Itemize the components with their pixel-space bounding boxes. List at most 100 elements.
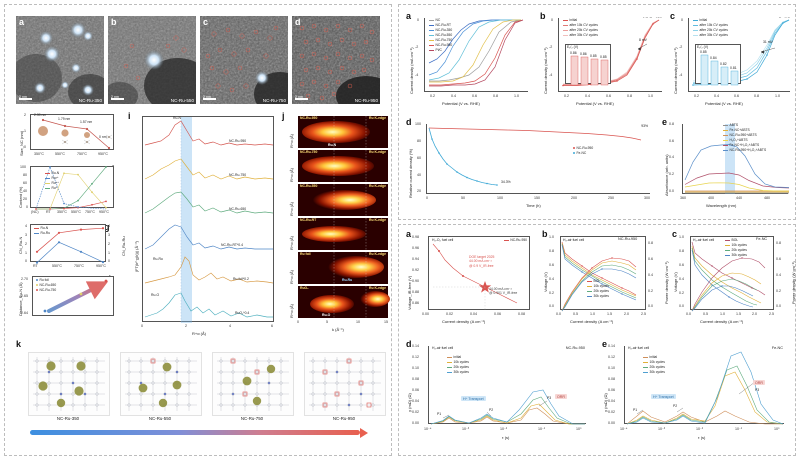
right-d-ytick-1: 40 xyxy=(417,173,421,177)
legend-item: 30k cycles xyxy=(643,370,665,375)
panel-j-ylabel-4: R+α (Å) xyxy=(289,270,294,284)
right4-d-xtick-3: 10⁻¹ xyxy=(538,427,546,431)
legend-swatch xyxy=(643,366,648,368)
legend-item: Fe-NC+H₂O₂+ABTS xyxy=(723,143,766,148)
right3-b-ytickr-0: 0.0 xyxy=(648,304,653,308)
right3-c-xlabel: Current density (A cm⁻²) xyxy=(700,319,744,324)
panel-f-ytick-5: 100 xyxy=(20,165,26,169)
legend-label: 30k cycles xyxy=(649,369,665,374)
right-c-legend: initial after 10k CV cycles after 20k CV… xyxy=(693,18,728,38)
legend-swatch xyxy=(429,49,434,51)
right-b-annotation: 8 mV xyxy=(639,38,647,42)
panel-i-xtick-1: 2 xyxy=(185,324,187,328)
right4-e-ytick-1: 0.02 xyxy=(608,410,615,414)
panel-f-plot: Ru-N Ru³⁺ Ru⁴⁺ Ru⁰ xyxy=(30,166,114,210)
scalebar-b xyxy=(111,98,124,100)
right4-e-xtick-2: 10⁻² xyxy=(696,427,704,431)
right4-d-tag-orr: ORR xyxy=(555,394,567,399)
right3-a-xtick-0: 0.00 xyxy=(422,312,429,316)
right-c-inset-ylabel: E₁/₂ (V) xyxy=(697,45,709,49)
right4-d-legend: initial 10k cycles 20k cycles 30k cycles xyxy=(447,355,469,375)
stem-image-c: c NC-Ru-750 2 nm xyxy=(200,16,288,104)
legend-label: NC-Ru-950 xyxy=(510,238,527,242)
wavelet-edge-0: Ru K-edge xyxy=(369,116,386,120)
legend-label: Ru⁴⁺ xyxy=(51,180,59,185)
legend-swatch xyxy=(563,29,568,31)
right3-c-ytick-1: 0.2 xyxy=(679,291,684,295)
right-e-ytick-4: 0.8 xyxy=(669,122,674,126)
right-b-xtick-2: 0.6 xyxy=(606,94,611,98)
legend-swatch xyxy=(723,139,728,141)
panel-i-trace-label-1: NC-Ru-750 xyxy=(229,173,247,177)
right4-d-xlabel: τ (s) xyxy=(502,435,510,440)
right3-c-xtick-1: 0.5 xyxy=(703,312,708,316)
panel-f-xtick-5: 950°C xyxy=(99,210,110,214)
panel-i-xlabel: R+α (Å) xyxy=(192,331,206,336)
panel-e-ytick-2: 2 xyxy=(24,113,26,117)
legend-item: initial xyxy=(563,18,598,23)
legend-swatch xyxy=(723,130,728,131)
right4-d-label: d xyxy=(406,339,412,349)
right-a-ytick-0: -4 xyxy=(415,73,419,77)
panel-f-ytick-1: 20 xyxy=(23,197,27,201)
right-c-xtick-2: 0.6 xyxy=(734,94,739,98)
right-e-xtick-0: 360 xyxy=(680,196,686,200)
right4-e-tag-orr: ORR xyxy=(753,380,765,385)
panel-e-annot-3: 0 nm xyxy=(99,135,107,139)
right-a-ylabel: Current density (mA cm⁻²) xyxy=(409,47,414,94)
stem-panel-label-a: a xyxy=(19,17,25,27)
structure-caption-3: NC-Ru-950 xyxy=(332,416,356,421)
right3-b-xtick-3: 1.5 xyxy=(607,312,612,316)
right-c-xtick-3: 0.8 xyxy=(754,94,759,98)
legend-item: NC-Ru-950 xyxy=(503,238,527,243)
scalebar-label-d: 2 nm xyxy=(295,94,303,99)
legend-dot xyxy=(573,152,575,155)
right3-c-ytickr-4: 0.8 xyxy=(776,241,781,245)
right4-e-ytick-7: 0.14 xyxy=(608,344,615,348)
legend-label: NC xyxy=(435,18,441,22)
right3-c-plot: H₂-air fuel cell BOL 10k cycles 20k cycl… xyxy=(690,236,774,312)
legend-label: 20k cycles xyxy=(453,364,469,369)
legend-item: 30k cycles xyxy=(725,253,747,258)
panel-g-ytick-3: 3 xyxy=(25,233,27,237)
legend-label: initial xyxy=(569,18,578,22)
legend-label: NC-Ru-RT xyxy=(435,22,452,27)
right4-e-ytick-6: 0.12 xyxy=(608,355,615,359)
right-b-xtick-0: 0.2 xyxy=(564,94,569,98)
right3-c-header: H₂-air fuel cell xyxy=(693,238,715,242)
right4-e-ytick-5: 0.10 xyxy=(608,366,615,370)
right4-e-ytick-4: 0.08 xyxy=(608,377,615,381)
left-figure-block xyxy=(4,4,392,456)
panel-g-legend: Ru-N Ru-Ru xyxy=(34,226,50,236)
right4-d-ytick-6: 0.12 xyxy=(412,355,419,359)
right-a-xtick-4: 1.0 xyxy=(514,94,519,98)
legend-label: Ru-Ru xyxy=(40,230,51,235)
right-e-xtick-3: 480 xyxy=(764,196,770,200)
legend-label: initial xyxy=(453,355,462,359)
right3-a-corner-label: H₂-O₂ fuel cell xyxy=(432,238,454,242)
legend-swatch xyxy=(503,240,509,241)
legend-label: Ru-N xyxy=(51,171,60,175)
right4-d-xtick-1: 10⁻³ xyxy=(462,427,470,431)
scalebar-a xyxy=(19,98,32,100)
panel-f-ytick-0: 0 xyxy=(26,205,28,209)
panel-e-annot-0: 2.30 nm xyxy=(34,113,47,117)
wavelet-sample-4: Ru foil xyxy=(300,252,311,256)
right3-a-legend: NC-Ru-950 xyxy=(503,238,527,243)
legend-item: BOL xyxy=(725,238,747,243)
right-panel-b-durability: b Current density (mA cm⁻²) NC-Ru-950 in… xyxy=(538,12,666,110)
legend-item: Fe-NC+ABTS xyxy=(723,128,766,133)
right3-b-ytickr-4: 0.8 xyxy=(648,241,653,245)
legend-item: 20k cycles xyxy=(725,248,747,253)
legend-swatch xyxy=(34,233,39,234)
right-b-legend: initial after 10k CV cycles after 20k CV… xyxy=(563,18,598,38)
legend-swatch xyxy=(429,25,434,26)
legend-swatch xyxy=(447,371,452,373)
right-b-inset-bar-2: 0.85 xyxy=(590,54,597,58)
stem-caption-a: NC-Ru-350 xyxy=(78,98,102,103)
right-e-highlight-band xyxy=(725,124,735,194)
right-c-ytick-2: 0 xyxy=(681,18,683,22)
right4-d-ytick-2: 0.04 xyxy=(412,399,419,403)
right-a-xtick-1: 0.4 xyxy=(451,94,456,98)
panel-g-ylabel: CN_Ru-N xyxy=(18,236,23,254)
